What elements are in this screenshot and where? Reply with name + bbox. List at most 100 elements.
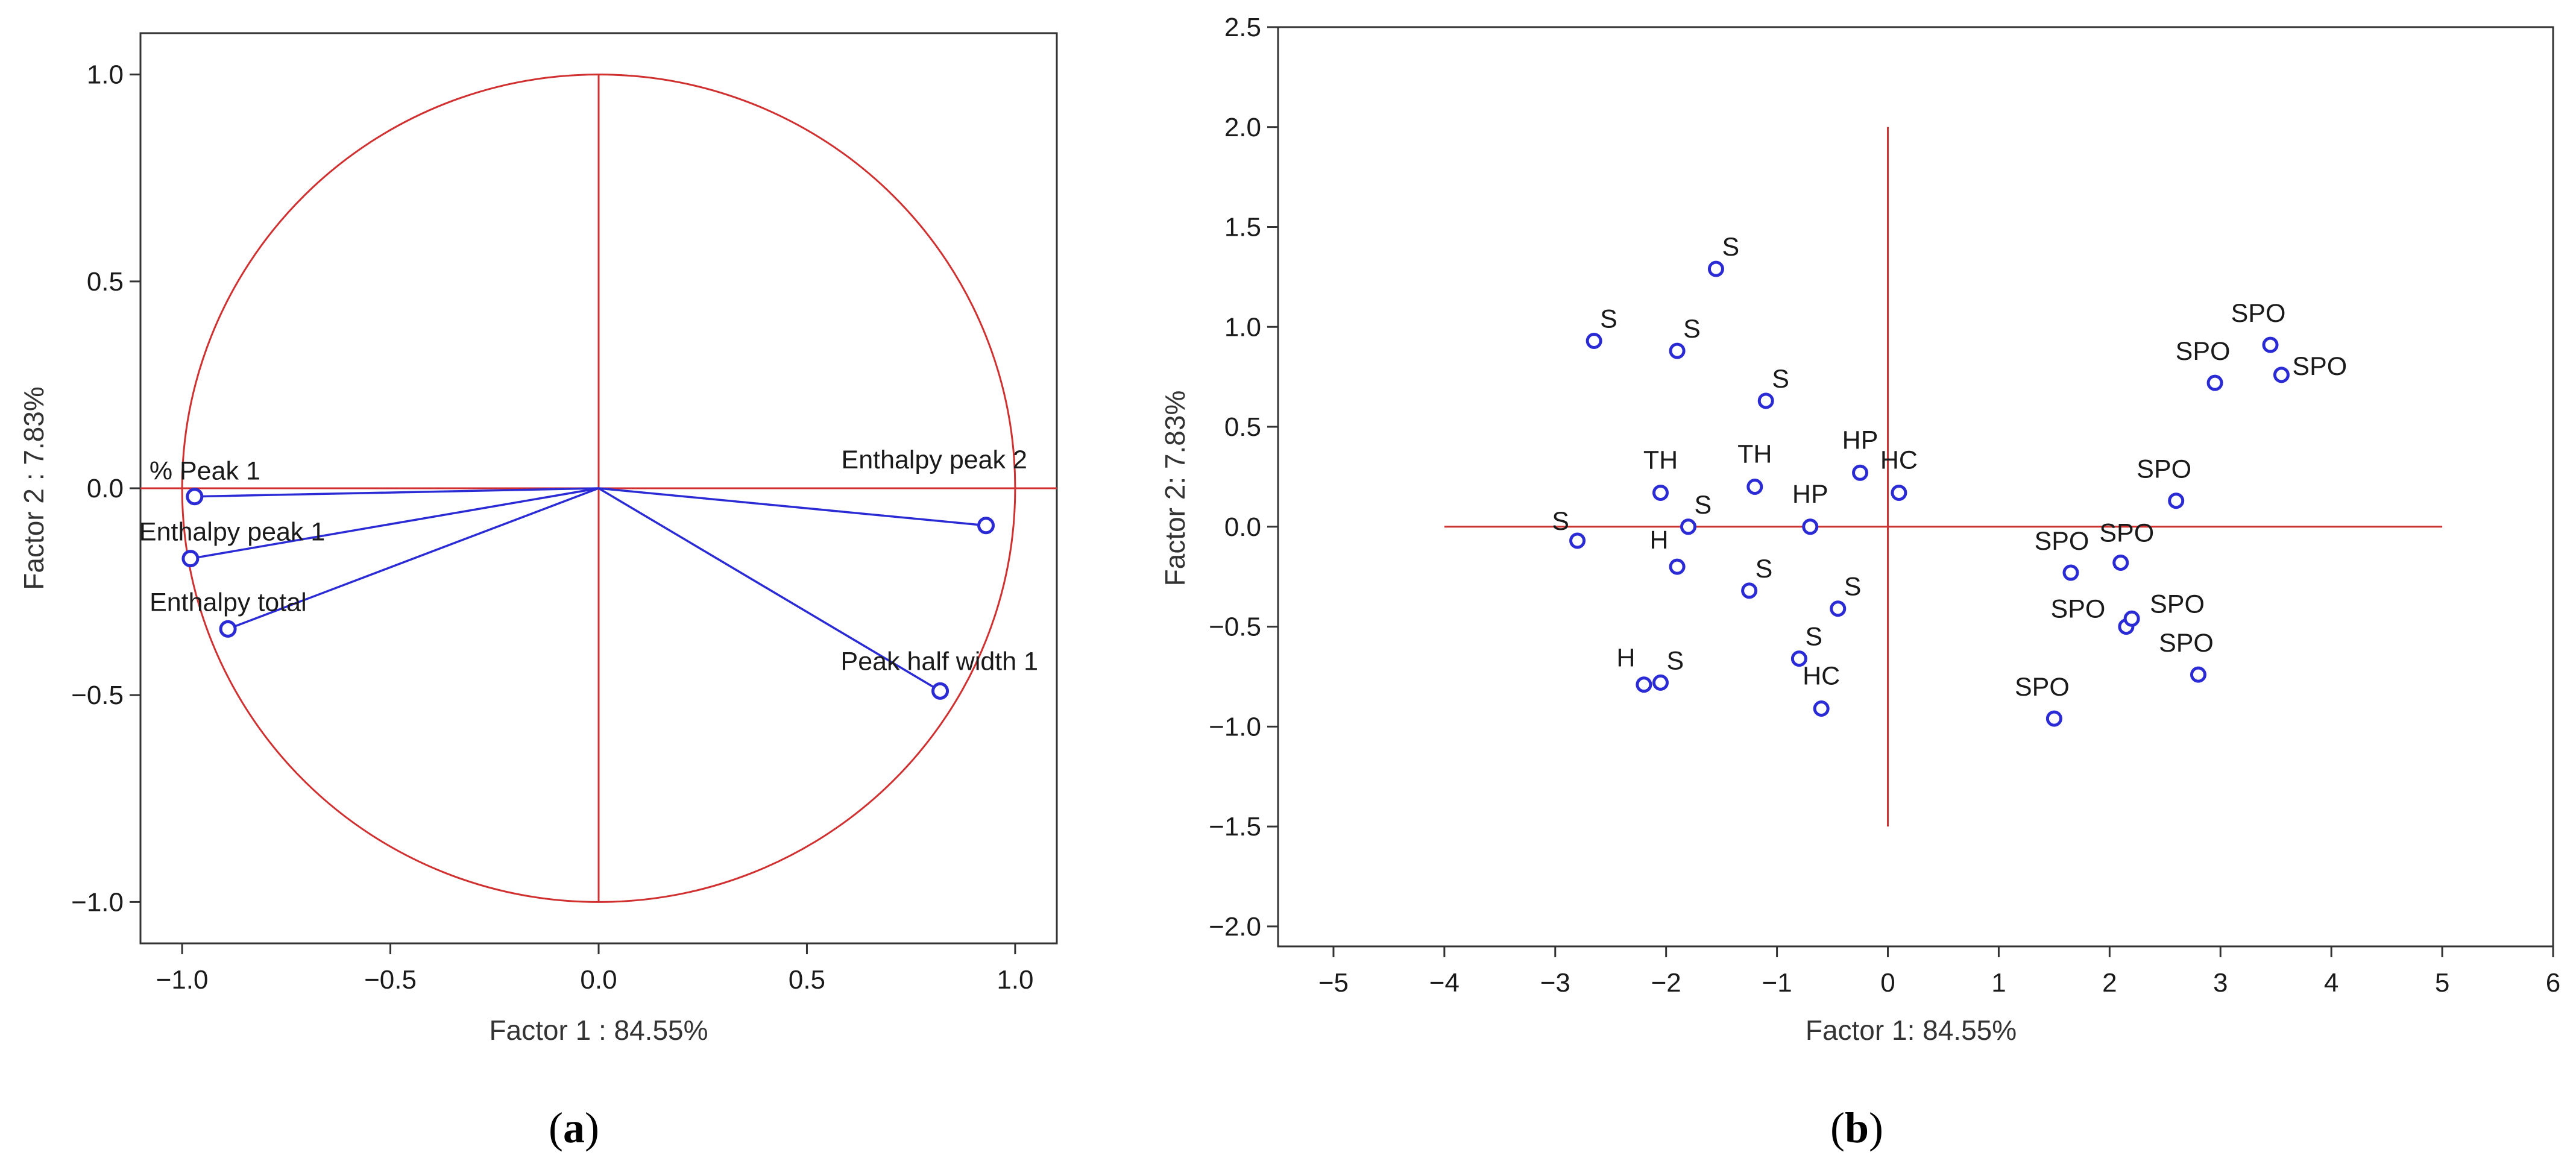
score-point-label: S [1756, 555, 1773, 584]
panel-a-x-ticks: −1.0 −0.5 0.0 0.5 1.0 [156, 943, 1033, 995]
score-point [1680, 518, 1696, 535]
score-point [1802, 518, 1819, 535]
score-point-label: SPO [2099, 518, 2154, 547]
score-point [2062, 564, 2079, 581]
score-point-label: SPO [2015, 673, 2070, 702]
y-tick-label: 0.0 [1224, 512, 1261, 542]
panel-a-caption-letter: a [563, 1104, 585, 1152]
score-point-label: S [1694, 491, 1712, 520]
score-point [2262, 336, 2279, 353]
vector-endpoint [931, 682, 949, 700]
score-point [1891, 484, 1907, 501]
vector-label: % Peak 1 [150, 457, 260, 486]
score-point [1636, 676, 1652, 693]
score-point [2168, 492, 2185, 509]
vector-line [598, 487, 986, 527]
x-tick-label: 5 [2435, 968, 2449, 998]
vector-endpoint [186, 488, 204, 506]
x-tick-label: 1 [1991, 968, 2006, 998]
score-point [2206, 374, 2223, 391]
panel-b-y-axis-label: Factor 2: 7.83% [1159, 391, 1191, 587]
y-tick-label: −2.0 [1209, 912, 1261, 942]
score-point-label: TH [1643, 445, 1678, 474]
score-point-label: SPO [2292, 352, 2347, 381]
score-point-label: HP [1842, 426, 1878, 455]
vector-label: Enthalpy peak 2 [842, 445, 1027, 474]
score-point-label: SPO [2176, 337, 2231, 366]
x-tick-label: 4 [2324, 968, 2338, 998]
panel-b-caption-open: ( [1830, 1104, 1845, 1152]
y-tick-label: −1.0 [1209, 712, 1261, 741]
y-tick-label: −0.5 [1209, 612, 1261, 642]
score-point-label: S [1844, 573, 1862, 602]
panel-a-y-axis-label: Factor 2 : 7.83% [18, 386, 49, 590]
score-point [2190, 666, 2206, 683]
panel-b-x-ticks: −5 −4 −3 −2 −1 0 1 2 3 4 5 6 [1318, 946, 2560, 998]
score-point [1852, 464, 1869, 481]
y-tick-label: 2.0 [1224, 113, 1261, 142]
vector-label: Enthalpy total [150, 588, 307, 617]
score-point-label: S [1667, 646, 1684, 675]
y-tick-label: 0.5 [1224, 412, 1261, 442]
y-tick-label: 1.0 [87, 60, 124, 90]
x-tick-label: 2 [2102, 968, 2117, 998]
x-tick-label: −4 [1429, 968, 1460, 998]
score-point [1830, 600, 1847, 617]
panel-a-y-ticks: 1.0 0.5 0.0 −0.5 −1.0 [71, 60, 140, 917]
score-point-label: HP [1792, 480, 1828, 509]
panel-a-vectors: % Peak 1 Enthalpy peak 1 Enthalpy total Ent… [139, 445, 1038, 700]
score-point-label: SPO [2035, 527, 2089, 556]
x-tick-label: 3 [2213, 968, 2228, 998]
score-point-label: S [1552, 507, 1569, 536]
score-point [2273, 367, 2290, 383]
score-point-label: SPO [2137, 455, 2191, 484]
panel-b-caption-close: ) [1869, 1104, 1883, 1152]
score-point-label: SPO [2051, 595, 2106, 624]
score-point [2123, 610, 2140, 627]
panel-b-reference-lines [1444, 127, 2443, 827]
x-tick-label: −0.5 [364, 965, 417, 995]
score-point [2112, 554, 2129, 571]
panel-a-caption-open: ( [549, 1104, 563, 1152]
vector-endpoint [219, 620, 237, 638]
panel-a-caption: (a) [549, 1104, 599, 1152]
score-point-label: H [1616, 644, 1635, 673]
score-point [1813, 700, 1830, 717]
vector-line [598, 487, 941, 692]
score-point-label: SPO [2150, 590, 2205, 618]
vector-line [194, 487, 599, 498]
panel-a-caption-close: ) [585, 1104, 599, 1152]
score-point-label: SPO [2159, 629, 2214, 658]
score-point [1652, 674, 1669, 691]
panel-a-x-axis-label: Factor 1 : 84.55% [489, 1015, 708, 1046]
score-point [1746, 479, 1763, 495]
y-tick-label: −0.5 [71, 681, 124, 710]
score-point [1652, 484, 1669, 501]
y-tick-label: 1.0 [1224, 312, 1261, 342]
y-tick-label: 0.5 [87, 267, 124, 297]
panel-b-caption-letter: b [1845, 1104, 1869, 1152]
score-point-label: S [1600, 304, 1617, 333]
score-point-label: HC [1803, 661, 1840, 690]
panel-a-correlation-circle: % Peak 1 Enthalpy peak 1 Enthalpy total Ent… [18, 32, 1058, 1152]
score-point [1707, 260, 1724, 277]
score-point [1790, 650, 1807, 667]
x-tick-label: 0 [1880, 968, 1895, 998]
x-tick-label: −5 [1318, 968, 1349, 998]
x-tick-label: 1.0 [997, 965, 1033, 995]
vector-line [227, 487, 599, 630]
x-tick-label: −1.0 [156, 965, 209, 995]
vector-endpoint [181, 550, 200, 568]
y-tick-label: 1.5 [1224, 213, 1261, 242]
vector-label: Peak half width 1 [841, 647, 1038, 676]
score-point-label: TH [1737, 440, 1772, 469]
score-point [1757, 392, 1774, 409]
score-point [1669, 342, 1686, 359]
score-point-label: S [1805, 623, 1822, 652]
score-point-label: H [1650, 526, 1669, 555]
panel-b-x-axis-label: Factor 1: 84.55% [1806, 1015, 2017, 1046]
vector-label: Enthalpy peak 1 [139, 518, 325, 547]
